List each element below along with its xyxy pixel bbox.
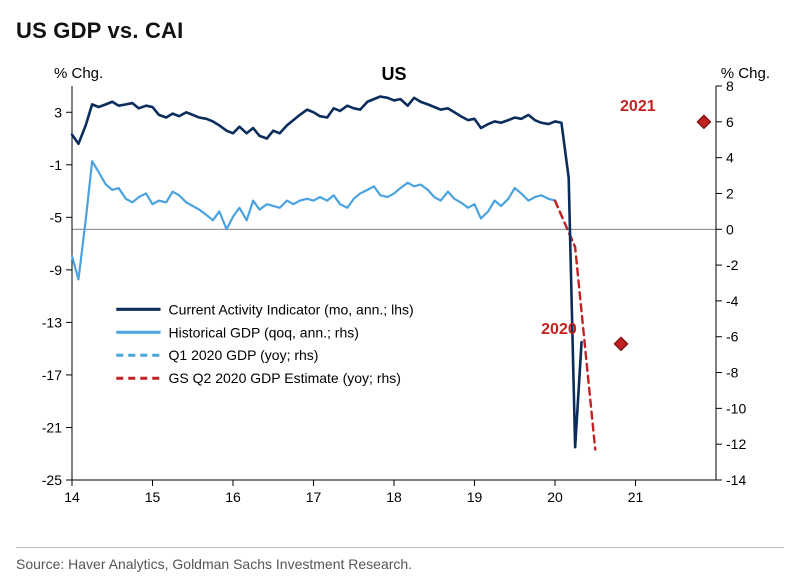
svg-text:-1: -1 [50,157,63,173]
svg-text:-9: -9 [50,262,63,278]
source-footer: Source: Haver Analytics, Goldman Sachs I… [16,547,784,572]
svg-text:-2: -2 [726,257,739,273]
svg-text:-14: -14 [726,472,746,488]
svg-text:% Chg.: % Chg. [54,65,103,82]
svg-text:6: 6 [726,114,734,130]
svg-text:-5: -5 [50,209,63,225]
page-title: US GDP vs. CAI [16,18,784,44]
svg-text:15: 15 [145,489,161,505]
svg-text:0: 0 [726,221,734,237]
svg-text:2021: 2021 [620,98,656,115]
svg-text:-17: -17 [42,367,62,383]
svg-text:-12: -12 [726,436,746,452]
svg-text:4: 4 [726,150,734,166]
chart-container: 1415161718192021-25-21-17-13-9-5-13% Chg… [16,60,784,532]
svg-text:2020: 2020 [541,321,577,338]
svg-text:Historical GDP (qoq, ann.; rhs: Historical GDP (qoq, ann.; rhs) [169,324,359,340]
svg-text:% Chg.: % Chg. [721,65,770,82]
svg-text:Q1 2020 GDP (yoy; rhs): Q1 2020 GDP (yoy; rhs) [169,347,319,363]
svg-text:21: 21 [628,489,644,505]
svg-text:US: US [381,64,406,84]
svg-text:-10: -10 [726,400,746,416]
svg-text:18: 18 [386,489,402,505]
svg-text:14: 14 [64,489,80,505]
svg-text:-4: -4 [726,293,739,309]
svg-text:2: 2 [726,185,734,201]
svg-text:-21: -21 [42,419,62,435]
svg-text:Current Activity Indicator (mo: Current Activity Indicator (mo, ann.; lh… [169,301,414,317]
svg-text:17: 17 [306,489,322,505]
svg-text:3: 3 [54,104,62,120]
svg-text:-25: -25 [42,472,62,488]
svg-text:16: 16 [225,489,241,505]
svg-text:20: 20 [547,489,563,505]
svg-text:-6: -6 [726,329,739,345]
svg-text:-8: -8 [726,365,739,381]
gdp-cai-chart: 1415161718192021-25-21-17-13-9-5-13% Chg… [16,60,784,520]
svg-text:19: 19 [467,489,483,505]
svg-text:GS Q2 2020 GDP Estimate (yoy;: GS Q2 2020 GDP Estimate (yoy; rhs) [169,370,401,386]
svg-text:-13: -13 [42,314,62,330]
